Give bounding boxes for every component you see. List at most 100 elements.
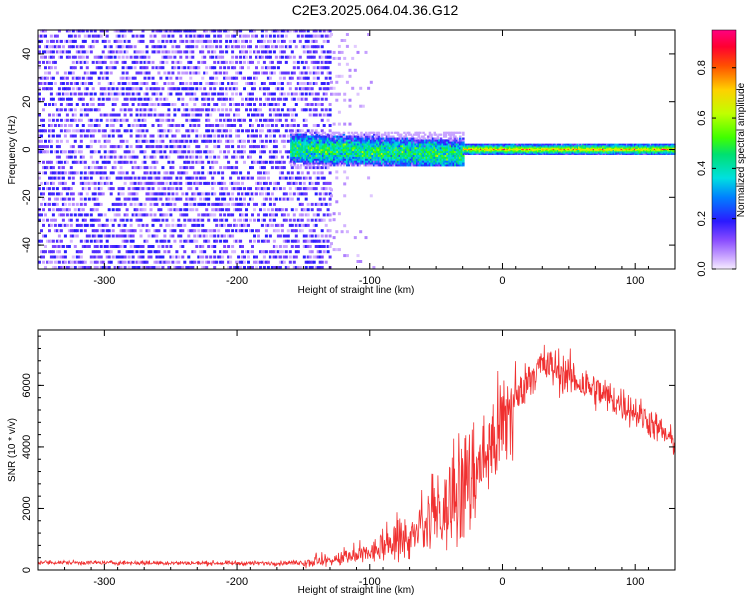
- spectrogram-cell: [330, 158, 333, 161]
- spectrogram-cell: [330, 137, 333, 140]
- spectrogram-cell: [274, 139, 278, 143]
- spectrogram-cell: [161, 66, 165, 70]
- spectrogram-cell: [65, 187, 69, 191]
- spectrogram-cell: [249, 82, 252, 85]
- spectrogram-cell: [276, 223, 280, 227]
- spectrogram-cell: [137, 181, 141, 185]
- spectrogram-cell: [241, 39, 244, 43]
- spectrogram-cell: [123, 60, 127, 64]
- spectrogram-cell: [368, 160, 371, 163]
- spectrogram-cell: [107, 66, 111, 70]
- spectrogram-cell: [237, 108, 241, 112]
- spectrogram-cell: [314, 202, 318, 206]
- spectrogram-cell: [349, 156, 352, 159]
- spectrogram-cell: [350, 143, 354, 146]
- spectrogram-cell: [77, 45, 81, 49]
- spectrogram-cell: [233, 187, 237, 191]
- spectrogram-cell: [103, 87, 107, 91]
- spectrogram-cell: [187, 45, 191, 49]
- spectrogram-cell: [63, 260, 67, 264]
- spectrogram-cell: [49, 218, 53, 222]
- spectrogram-cell: [219, 223, 223, 227]
- spectrogram-cell: [197, 192, 201, 196]
- spectrogram-cell: [219, 97, 223, 101]
- spectrogram-cell: [345, 162, 349, 165]
- spectrogram-cell: [71, 255, 75, 259]
- spectrogram-cell: [361, 145, 365, 148]
- spectrogram-cell: [312, 137, 315, 140]
- spectrogram-cell: [153, 103, 157, 106]
- spectrogram-cell: [255, 192, 258, 196]
- spectrogram-cell: [353, 44, 357, 48]
- spectrogram-cell: [322, 156, 325, 159]
- spectrogram-cell: [314, 141, 317, 144]
- spectrogram-cell: [48, 103, 51, 106]
- spectrogram-cell: [121, 60, 125, 64]
- spectrogram-cell: [157, 50, 161, 54]
- spectrogram-cell: [73, 234, 77, 238]
- spectrogram-cell: [369, 141, 373, 144]
- spectrogram-cell: [298, 192, 302, 196]
- spectrogram-cell: [262, 218, 266, 222]
- spectrogram-cell: [213, 234, 217, 238]
- spectrogram-cell: [253, 145, 256, 149]
- spectrogram-cell: [276, 118, 280, 122]
- spectrogram-cell: [310, 166, 314, 170]
- spectrogram-cell: [189, 208, 193, 212]
- spectrogram-cell: [233, 266, 237, 269]
- spectrogram-cell: [358, 152, 362, 155]
- spectrogram-cell: [231, 82, 235, 85]
- spectrogram-cell: [201, 45, 205, 49]
- spectrogram-cell: [393, 152, 397, 155]
- spectrogram-cell: [328, 181, 332, 185]
- spectrogram-cell: [139, 50, 143, 54]
- spectrogram-cell: [351, 86, 355, 90]
- spectrogram-cell: [355, 137, 358, 140]
- spectrogram-cell: [119, 139, 123, 143]
- spectrogram-cell: [217, 124, 221, 127]
- spectrogram-cell: [221, 113, 225, 117]
- spectrogram-cell: [345, 141, 349, 144]
- spectrogram-cell: [323, 147, 327, 150]
- spectrogram-cell: [153, 250, 157, 254]
- spectrogram-cell: [195, 139, 199, 143]
- spectrogram-cell: [69, 213, 73, 217]
- spectrogram-cell: [185, 92, 189, 96]
- spectrogram-cell: [69, 66, 73, 70]
- spectrogram-cell: [316, 234, 320, 238]
- spectrogram-cell: [274, 124, 278, 127]
- spectrogram-cell: [185, 50, 189, 54]
- spectrogram-cell: [40, 202, 43, 206]
- spectrogram-cell: [310, 156, 314, 159]
- spectrogram-cell: [42, 160, 45, 164]
- spectrogram-cell: [330, 148, 333, 152]
- spectrogram-cell: [217, 202, 221, 206]
- spectrogram-cell: [247, 92, 250, 96]
- spectrogram-cell: [312, 66, 316, 70]
- spectrogram-cell: [235, 39, 239, 43]
- spectrogram-cell: [317, 135, 320, 138]
- spectrogram-cell: [316, 250, 320, 254]
- spectrogram-cell: [306, 245, 310, 248]
- spectrogram-cell: [316, 181, 320, 185]
- spectrogram-cell: [366, 147, 370, 150]
- spectrogram-cell: [328, 55, 332, 59]
- spectrogram-cell: [369, 150, 373, 153]
- spectrogram-cell: [189, 187, 193, 191]
- spectrogram-cell: [151, 192, 155, 196]
- spectrogram-cell: [293, 135, 296, 138]
- spectrogram-cell: [125, 66, 129, 70]
- spectrogram-cell: [398, 133, 401, 136]
- spectrogram-cell: [270, 155, 274, 159]
- spectrogram-cell: [103, 213, 107, 217]
- spectrogram-cell: [139, 124, 143, 127]
- spectrogram-cell: [129, 223, 133, 227]
- spectrogram-cell: [177, 66, 181, 70]
- spectrogram-cell: [211, 192, 215, 196]
- spectrogram-cell: [306, 223, 310, 227]
- spectrogram-cell: [312, 223, 316, 227]
- spectrogram-cell: [278, 113, 282, 117]
- spectrogram-cell: [284, 45, 288, 49]
- spectrogram-cell: [191, 223, 195, 227]
- spectrogram-cell: [337, 148, 341, 152]
